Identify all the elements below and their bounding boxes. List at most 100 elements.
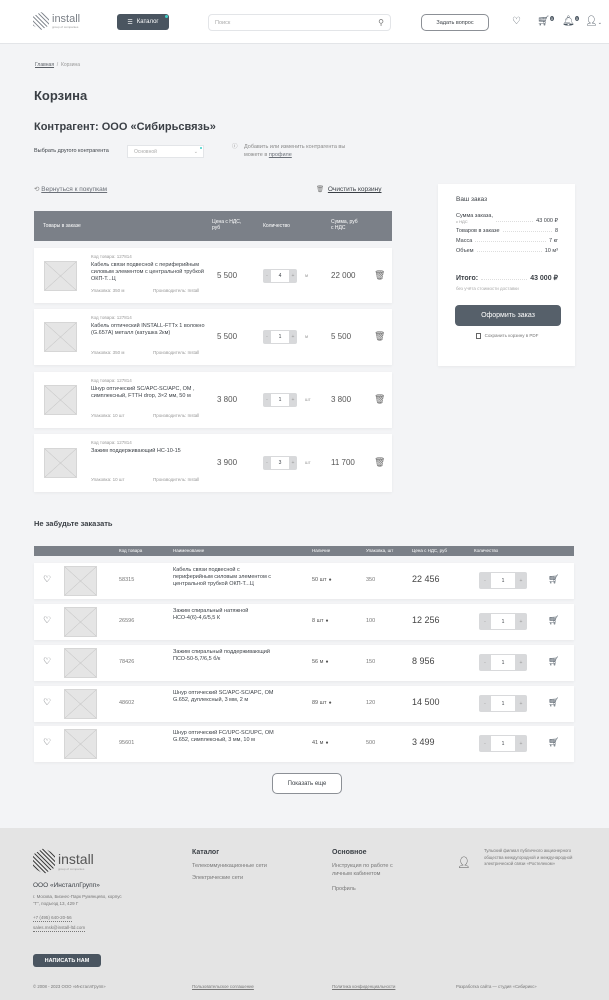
product-name[interactable]: Шнур оптический SC/APC-SC/APC, OM G.652,… <box>173 690 274 703</box>
increment-button[interactable]: + <box>289 456 297 470</box>
trash-icon[interactable]: 🗑︎ <box>374 394 386 404</box>
decrement-button[interactable]: - <box>479 695 491 712</box>
footer-email[interactable]: sales.msk@install-ltd.com <box>33 925 86 932</box>
bell-icon[interactable]: 🔔︎0 <box>562 16 579 27</box>
stock: 8 шт ● <box>312 618 329 624</box>
ask-question-button[interactable]: Задать вопрос <box>421 14 489 31</box>
info-icon[interactable]: ● <box>325 618 329 624</box>
clear-cart-link[interactable]: Очистить корзину <box>327 186 382 193</box>
quantity-stepper[interactable]: -1 + <box>479 695 527 712</box>
breadcrumb-home[interactable]: Главная <box>35 62 55 68</box>
decrement-button[interactable]: - <box>263 268 271 283</box>
quantity-value[interactable]: 1 <box>491 654 515 671</box>
recommend-table-header: Код товара Наименование Наличие Упаковка… <box>34 546 574 556</box>
increment-button[interactable]: + <box>515 613 527 630</box>
trash-icon[interactable]: 🗑︎ <box>374 457 386 467</box>
heart-icon[interactable]: ♡ <box>512 16 521 27</box>
decrement-button[interactable]: - <box>263 330 271 344</box>
product-price: 5 500 <box>217 270 238 280</box>
quantity-value[interactable]: 1 <box>491 695 515 712</box>
product-name[interactable]: Кабель связи подвесной с периферийным си… <box>173 567 271 587</box>
product-name[interactable]: Зажим спиральный поддерживающий ПСО-50-5… <box>173 649 270 662</box>
product-name[interactable]: Кабель оптический INSTALL-FTTx 1 волокно… <box>91 323 205 336</box>
profile-link[interactable]: профиле <box>268 152 292 158</box>
search-input[interactable]: Поиск ⚲ <box>208 14 391 31</box>
place-order-button[interactable]: Оформить заказ <box>455 305 561 326</box>
back-link[interactable]: Вернуться к покупкам <box>41 186 108 193</box>
user-icon[interactable]: 👤︎⌄ <box>585 16 602 27</box>
info-icon[interactable]: ● <box>328 577 332 583</box>
quantity-value[interactable]: 1 <box>491 735 515 752</box>
increment-button[interactable]: + <box>515 654 527 671</box>
footer-link-profile[interactable]: Профиль <box>332 886 356 892</box>
search-icon[interactable]: ⚲ <box>378 18 384 27</box>
contragent-select[interactable]: Основной ⌄ <box>127 145 204 158</box>
heart-icon[interactable]: ♡ <box>43 737 52 747</box>
footer-link-electric[interactable]: Электрические сети <box>192 875 244 881</box>
quantity-stepper[interactable]: -1 + <box>479 613 527 630</box>
heart-icon[interactable]: ♡ <box>43 574 52 584</box>
product-name[interactable]: Шнур оптический SC/APC-SC/APC, ОМ , симп… <box>91 386 195 399</box>
decrement-button[interactable]: - <box>479 613 491 630</box>
add-to-cart-icon[interactable]: 🛒︎ <box>548 656 560 666</box>
footer-link-instructions[interactable]: Инструкция по работе с личным кабинетом <box>332 863 393 877</box>
add-to-cart-icon[interactable]: 🛒︎ <box>548 615 560 625</box>
footer-link-telecom[interactable]: Телекоммуникационные сети <box>192 863 267 869</box>
unit-label: шт <box>305 460 311 465</box>
save-pdf-checkbox[interactable]: Сохранить корзину в PDF <box>456 333 558 339</box>
quantity-stepper[interactable]: -1 + <box>479 735 527 752</box>
product-name[interactable]: Зажим спиральный натяжной НСО-4(6)-4,6/5… <box>173 608 249 621</box>
add-to-cart-icon[interactable]: 🛒︎ <box>548 737 560 747</box>
back-to-shopping[interactable]: ⟲ Вернуться к покупкам <box>34 185 107 193</box>
heart-icon[interactable]: ♡ <box>43 615 52 625</box>
quantity-stepper[interactable]: -4 + <box>263 268 297 283</box>
info-icon[interactable]: ● <box>325 659 329 665</box>
heart-icon[interactable]: ♡ <box>43 697 52 707</box>
cart-icon[interactable]: 🛒︎0 <box>537 16 554 27</box>
stock-value: 50 шт <box>312 577 327 583</box>
increment-button[interactable]: + <box>515 572 527 589</box>
quantity-value[interactable]: 4 <box>271 268 289 283</box>
add-to-cart-icon[interactable]: 🛒︎ <box>548 697 560 707</box>
quantity-value[interactable]: 1 <box>271 330 289 344</box>
decrement-button[interactable]: - <box>263 393 271 407</box>
show-more-button[interactable]: Показать еще <box>272 773 342 794</box>
increment-button[interactable]: + <box>289 393 297 407</box>
catalog-button[interactable]: ☰ Каталог <box>117 14 169 30</box>
logo[interactable]: install group of companies <box>33 12 80 30</box>
footer-agreement-link[interactable]: Пользовательское соглашение <box>192 984 254 989</box>
footer-privacy-link[interactable]: Политика конфиденциальности <box>332 984 396 989</box>
product-name[interactable]: Зажим поддерживающий НС-10-15 <box>91 448 181 454</box>
quantity-stepper[interactable]: -1 + <box>263 393 297 407</box>
trash-icon[interactable]: 🗑︎ <box>374 331 386 341</box>
footer-phone[interactable]: +7 (495) 640-20-56 <box>33 915 72 922</box>
product-name[interactable]: Шнур оптический FC/UPC-SC/UPC, OM G.652,… <box>173 730 274 743</box>
product-name[interactable]: Кабель связи подвесной с периферийным си… <box>91 262 204 282</box>
decrement-button[interactable]: - <box>263 456 271 470</box>
decrement-button[interactable]: - <box>479 654 491 671</box>
trash-icon[interactable]: 🗑︎ <box>374 269 386 280</box>
info-icon[interactable]: ● <box>325 740 329 746</box>
quantity-value[interactable]: 1 <box>271 393 289 407</box>
stock: 50 шт ● <box>312 577 332 583</box>
increment-button[interactable]: + <box>515 695 527 712</box>
decrement-button[interactable]: - <box>479 572 491 589</box>
write-us-button[interactable]: НАПИСАТЬ НАМ <box>33 954 101 967</box>
quantity-value[interactable]: 1 <box>491 613 515 630</box>
quantity-stepper[interactable]: -1 + <box>263 330 297 344</box>
quantity-value[interactable]: 1 <box>491 572 515 589</box>
quantity-stepper[interactable]: -1 + <box>479 654 527 671</box>
decrement-button[interactable]: - <box>479 735 491 752</box>
quantity-stepper[interactable]: -1 + <box>479 572 527 589</box>
quantity-value[interactable]: 3 <box>271 456 289 470</box>
increment-button[interactable]: + <box>289 330 297 344</box>
clear-cart[interactable]: 🗑︎ Очистить корзину <box>316 185 382 193</box>
footer-logo[interactable]: install group of companies <box>33 848 94 874</box>
increment-button[interactable]: + <box>289 268 297 283</box>
increment-button[interactable]: + <box>515 735 527 752</box>
heart-icon[interactable]: ♡ <box>43 656 52 666</box>
quantity-stepper[interactable]: -3 + <box>263 456 297 470</box>
add-to-cart-icon[interactable]: 🛒︎ <box>548 574 560 584</box>
pack-qty: 120 <box>366 700 376 706</box>
info-icon[interactable]: ● <box>328 700 332 706</box>
